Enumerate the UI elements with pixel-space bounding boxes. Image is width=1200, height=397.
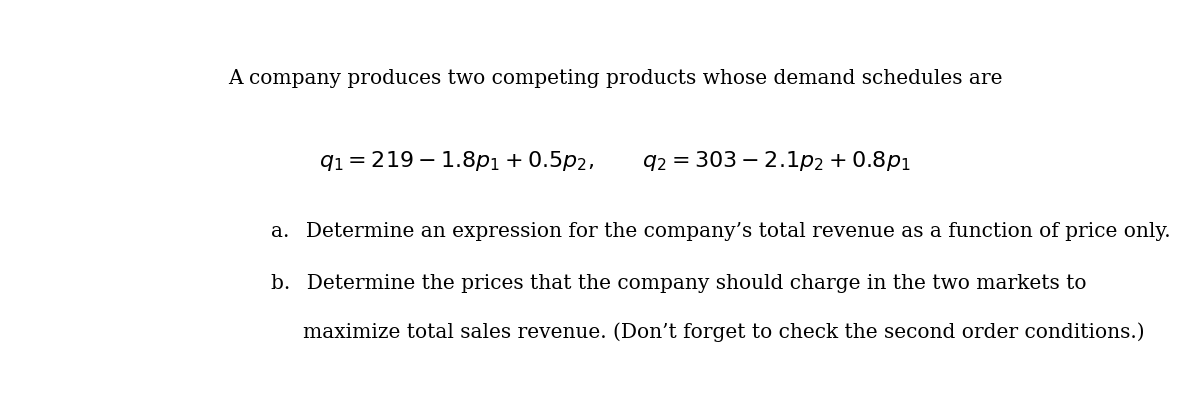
Text: A company produces two competing products whose demand schedules are: A company produces two competing product… (228, 69, 1002, 88)
Text: $q_1 = 219 - 1.8p_1 + 0.5p_2, \qquad q_2 = 303 - 2.1p_2 + 0.8p_1$: $q_1 = 219 - 1.8p_1 + 0.5p_2, \qquad q_2… (319, 148, 911, 173)
Text: b.  Determine the prices that the company should charge in the two markets to: b. Determine the prices that the company… (271, 274, 1086, 293)
Text: maximize total sales revenue. (Don’t forget to check the second order conditions: maximize total sales revenue. (Don’t for… (304, 323, 1145, 343)
Text: a.  Determine an expression for the company’s total revenue as a function of pri: a. Determine an expression for the compa… (271, 222, 1170, 241)
